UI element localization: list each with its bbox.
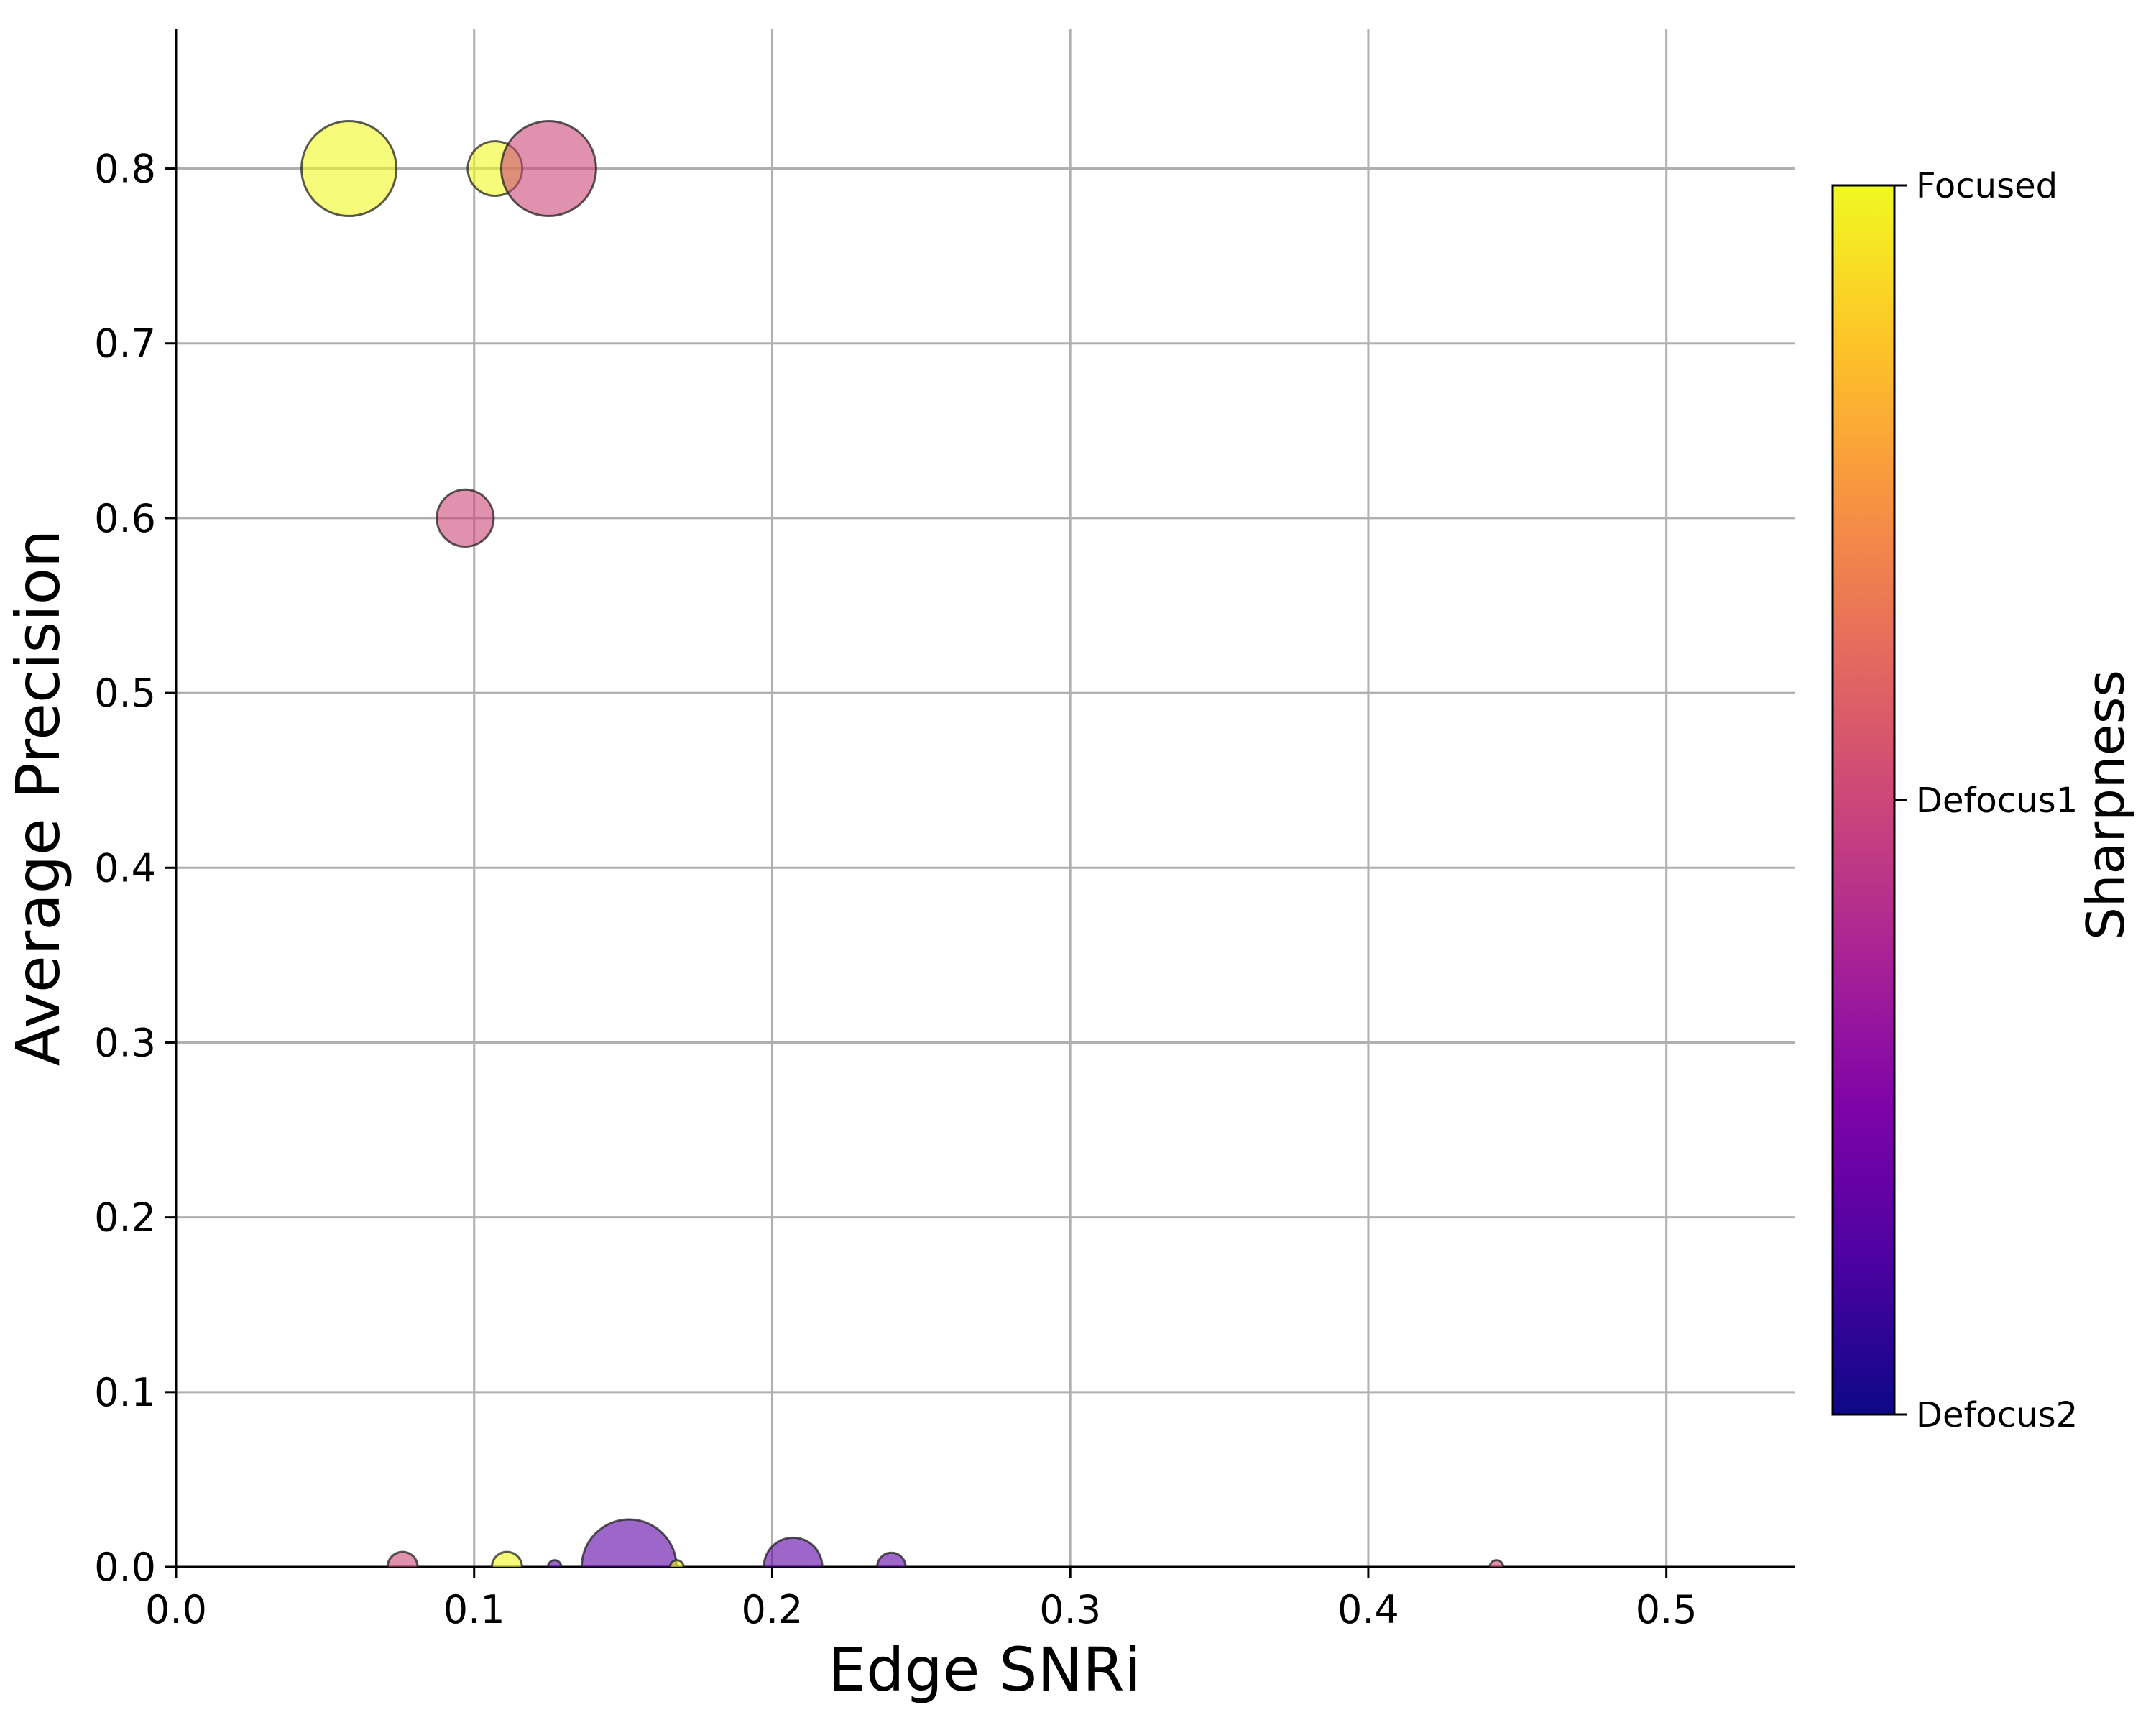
data-point-defocus1 (1488, 1559, 1505, 1567)
y-tick-label: 0.3 (94, 1020, 156, 1065)
y-tick-label: 0.1 (94, 1370, 156, 1415)
data-point-focused (490, 1550, 523, 1567)
x-tick-label: 0.0 (145, 1587, 207, 1632)
data-point-focused (668, 1559, 685, 1567)
colorbar-gradient (1831, 184, 1896, 1416)
colorbar-tick-label: Defocus2 (1916, 1395, 2078, 1435)
data-point-defocus2 (876, 1551, 907, 1567)
grid-lines (176, 29, 1795, 1567)
y-tick-label: 0.6 (94, 496, 156, 541)
data-point-defocus1 (436, 488, 495, 548)
y-tick-label: 0.8 (94, 147, 156, 192)
data-point-defocus2 (580, 1518, 678, 1567)
colorbar-ticks: Defocus2 Defocus1 Focused (1894, 166, 2078, 1435)
x-tick-label: 0.1 (443, 1587, 505, 1632)
colorbar-tick-label: Focused (1916, 166, 2058, 206)
data-point-focused (300, 120, 398, 218)
colorbar: Defocus2 Defocus1 Focused Sharpness (1831, 166, 2136, 1435)
data-point-defocus2 (546, 1559, 563, 1567)
y-tick-label: 0.5 (94, 671, 156, 716)
y-tick-label: 0.4 (94, 845, 156, 891)
y-tick-label: 0.0 (94, 1545, 156, 1590)
data-point-defocus2 (763, 1536, 824, 1567)
x-axis-label: Edge SNRi (828, 1634, 1141, 1705)
axes (175, 29, 1795, 1568)
x-tick-label: 0.2 (742, 1587, 803, 1632)
x-tick-label: 0.4 (1337, 1587, 1399, 1632)
data-point-defocus1 (386, 1550, 419, 1567)
colorbar-tick-label: Defocus1 (1916, 781, 2078, 821)
y-axis-label: Average Precision (3, 530, 73, 1066)
tick-labels: 0.0 0.1 0.2 0.3 0.4 0.5 0.0 0.1 0.2 0.3 0.4 0.5 0.6 0… (94, 147, 1697, 1632)
data-point-defocus1 (499, 120, 597, 218)
x-tick-label: 0.5 (1636, 1587, 1697, 1632)
y-tick-label: 0.7 (94, 321, 156, 367)
data-points (300, 120, 1505, 1567)
y-tick-label: 0.2 (94, 1195, 156, 1241)
colorbar-label: Sharpness (2076, 670, 2136, 940)
x-tick-label: 0.3 (1039, 1587, 1101, 1632)
